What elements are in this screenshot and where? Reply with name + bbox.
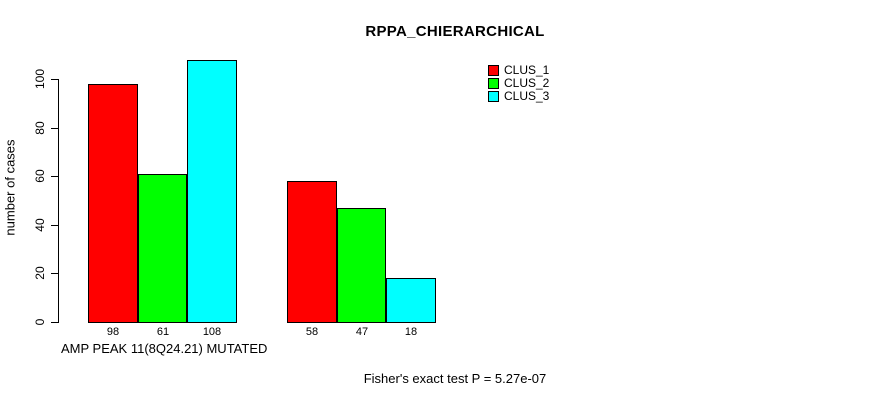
- legend-swatch-clus_3: [488, 91, 499, 102]
- bar-clus_1-group2: [287, 181, 337, 323]
- y-tick-mark: [51, 273, 58, 274]
- legend-row-clus_1: CLUS_1: [488, 64, 549, 77]
- x-axis-label: AMP PEAK 11(8Q24.21) MUTATED: [61, 341, 268, 356]
- y-axis-title: number of cases: [2, 139, 18, 236]
- bar-value-label: 98: [106, 326, 120, 338]
- legend-label: CLUS_2: [504, 76, 550, 90]
- y-tick-mark: [51, 79, 58, 80]
- y-tick-mark: [51, 225, 58, 226]
- chart-title: RPPA_CHIERARCHICAL: [365, 23, 545, 40]
- bar-clus_2-group1: [138, 174, 187, 323]
- y-tick-mark: [51, 128, 58, 129]
- y-tick-label: 40: [33, 218, 47, 232]
- bar-value-label: 61: [156, 326, 170, 338]
- bar-clus_3-group2: [386, 278, 436, 323]
- legend-row-clus_3: CLUS_3: [488, 90, 549, 103]
- y-tick-label: 80: [33, 121, 47, 135]
- bar-value-label: 58: [305, 326, 319, 338]
- y-tick-label: 0: [33, 318, 47, 326]
- bar-clus_3-group1: [187, 60, 237, 323]
- y-axis-line: [58, 79, 59, 323]
- bar-value-label: 47: [355, 326, 369, 338]
- bar-clus_2-group2: [337, 208, 386, 323]
- y-tick-label: 60: [33, 169, 47, 183]
- y-tick-label: 100: [33, 68, 47, 90]
- legend: CLUS_1 CLUS_2 CLUS_3: [488, 64, 549, 103]
- fisher-test-annotation: Fisher's exact test P = 5.27e-07: [363, 371, 547, 386]
- legend-label: CLUS_3: [504, 89, 550, 103]
- bar-clus_1-group1: [88, 84, 138, 323]
- bar-value-label: 108: [202, 326, 222, 338]
- legend-row-clus_2: CLUS_2: [488, 77, 549, 90]
- bar-value-label: 18: [404, 326, 418, 338]
- y-tick-mark: [51, 176, 58, 177]
- y-tick-mark: [51, 322, 58, 323]
- legend-swatch-clus_2: [488, 78, 499, 89]
- legend-label: CLUS_1: [504, 63, 550, 77]
- y-tick-label: 20: [33, 266, 47, 280]
- legend-swatch-clus_1: [488, 65, 499, 76]
